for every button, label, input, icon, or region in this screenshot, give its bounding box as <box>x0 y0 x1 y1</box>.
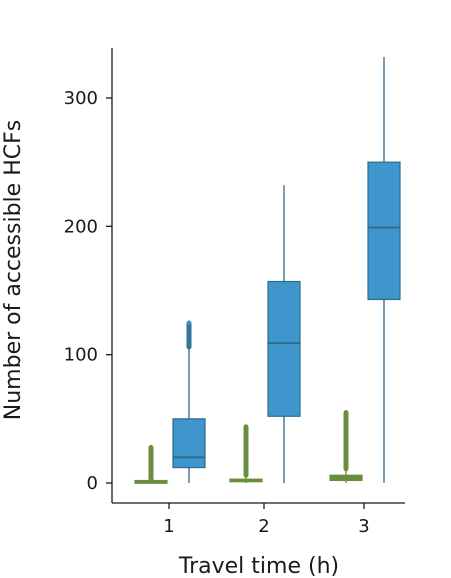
x-tick-label: 3 <box>358 516 369 537</box>
box-group <box>267 185 301 483</box>
x-axis-ticks: 1 2 3 <box>163 503 370 537</box>
x-tick-label: 2 <box>258 516 269 537</box>
y-tick-label: 300 <box>64 88 98 109</box>
outlier-points <box>186 320 192 350</box>
y-tick-label: 100 <box>64 345 98 366</box>
y-tick-label: 0 <box>87 473 98 494</box>
box-group <box>367 56 401 483</box>
box-series <box>134 56 401 484</box>
y-axis-ticks: 0 100 200 300 <box>64 88 112 494</box>
outlier-points <box>243 424 249 478</box>
box-body <box>367 161 401 301</box>
box-group <box>134 444 168 484</box>
x-tick-label: 1 <box>163 516 174 537</box>
y-axis-title: Number of accessible HCFs <box>1 120 26 420</box>
outlier-point <box>243 424 249 430</box>
box-group <box>229 424 263 483</box>
outlier-point <box>186 320 192 326</box>
outlier-point <box>148 444 154 450</box>
outlier-point <box>343 410 349 415</box>
axes <box>111 48 405 504</box>
y-tick-label: 200 <box>64 216 98 237</box>
box-group <box>172 320 206 483</box>
x-axis-title: Travel time (h) <box>178 554 339 578</box>
box-group <box>329 410 363 483</box>
outlier-points <box>343 410 349 472</box>
box-body <box>267 280 301 417</box>
box-body <box>172 418 206 469</box>
outlier-points <box>148 444 154 482</box>
